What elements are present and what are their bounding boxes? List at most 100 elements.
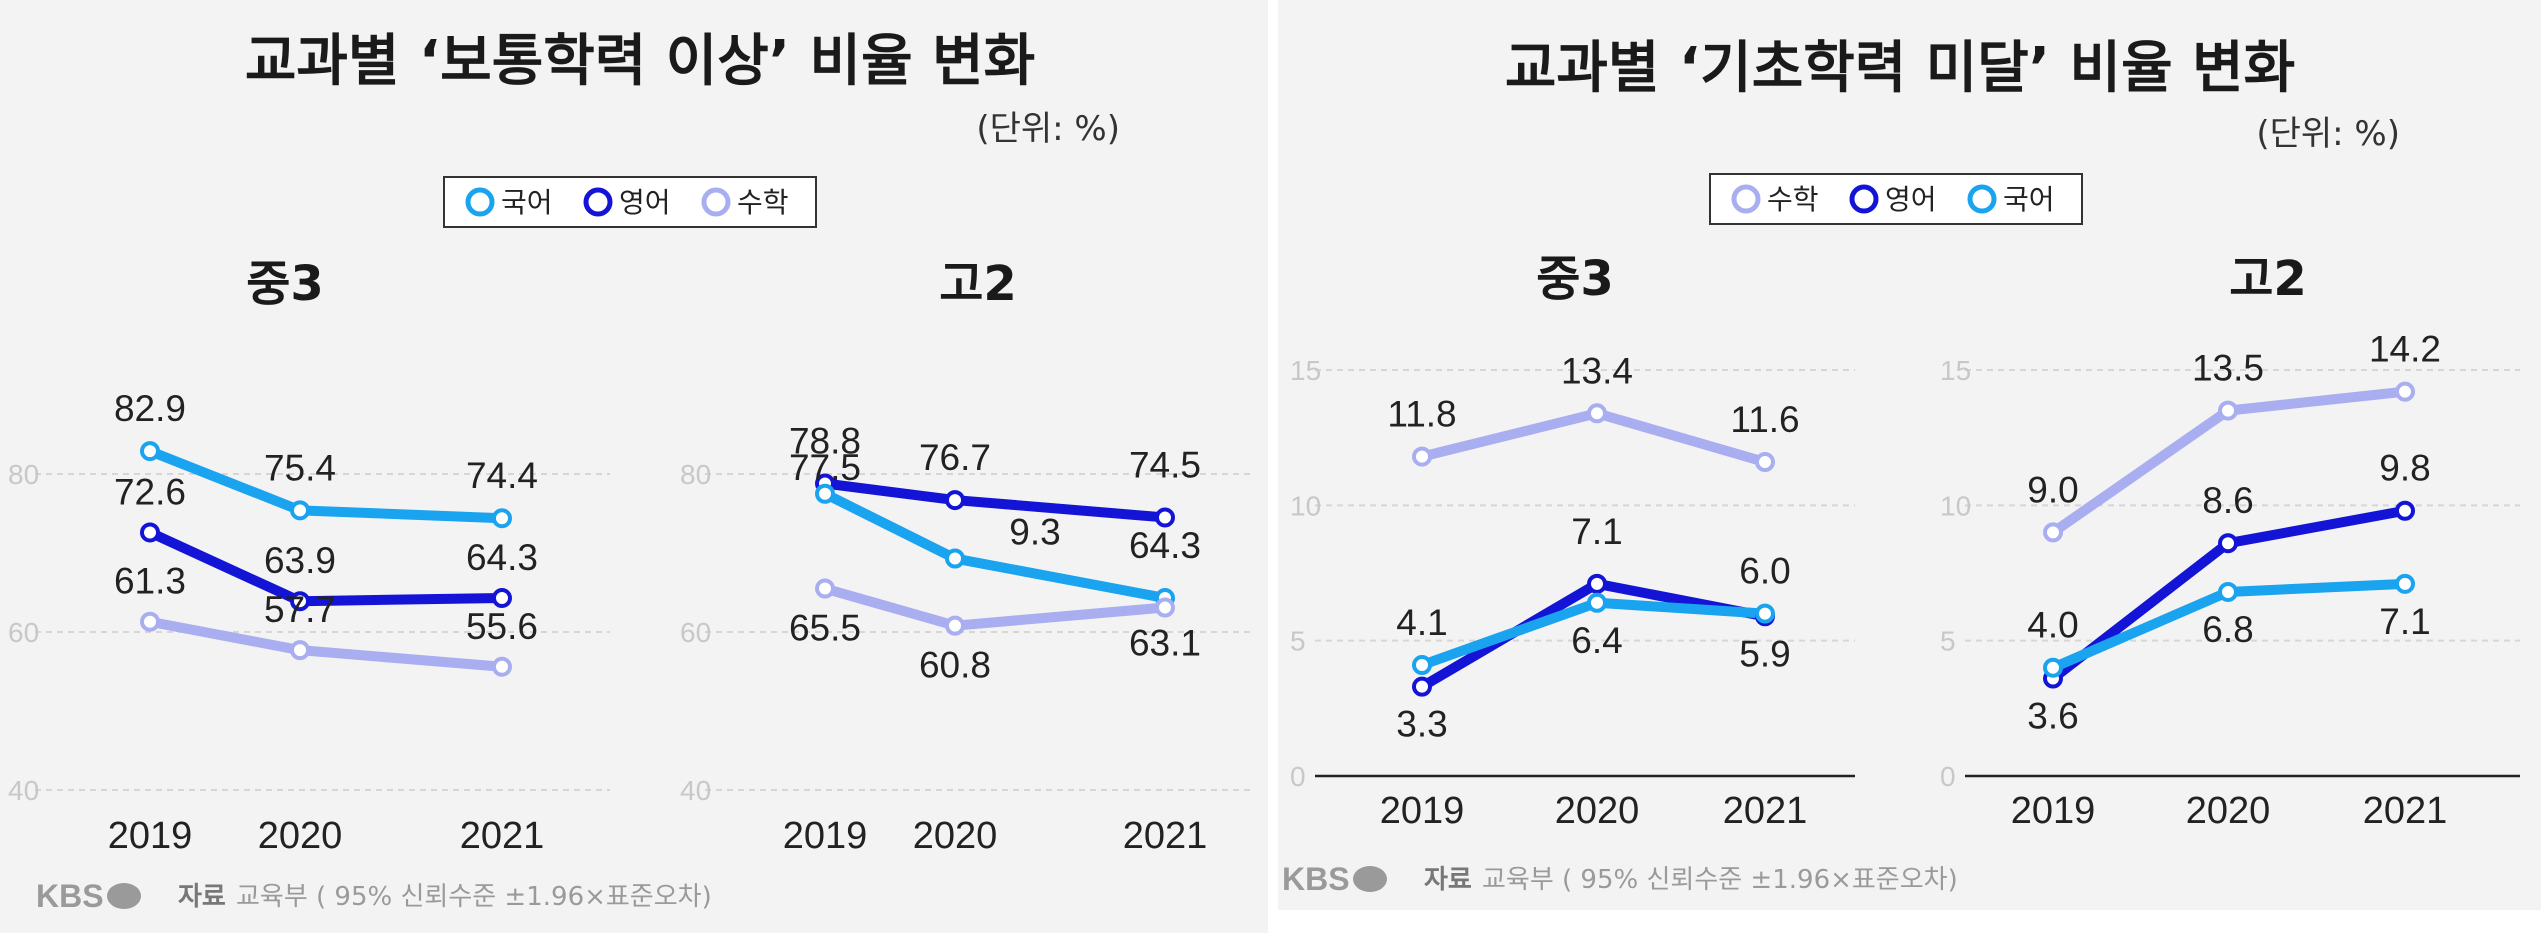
data-label-korean: 77.5 [789,447,861,488]
x-tick-label: 2019 [783,815,868,857]
right-panel-bottom-strip [1278,910,2541,933]
legend-marker-korean [1967,184,1997,214]
data-point-math [492,656,512,677]
chart-middle3-below-basic: 중3 0 5 10 15 2019 2020 2021 11.8 13.4 11.6 3.3 7.1 5.… [1290,251,1855,832]
left-panel-unit: (단위: %) [976,109,1120,149]
right-legend-box [1709,173,2083,225]
data-point-korean [2043,657,2063,678]
data-label-english: 8.6 [2202,480,2253,521]
data-point-math [290,640,310,661]
chart-high2-below-basic: 고2 0 5 10 15 2019 2020 2021 9.0 13.5 14.2 3.6 8.6 9.8… [1940,251,2520,832]
x-tick-label: 2021 [1123,815,1208,857]
data-point-korean [492,508,512,529]
data-point-math [1412,446,1432,467]
legend-marker-english [1849,184,1879,214]
data-label-english: 76.7 [919,437,991,478]
y-tick-label: 80 [8,459,39,490]
data-label-math: 57.7 [264,589,336,630]
data-point-math [1587,403,1607,424]
y-tick-label: 80 [680,459,711,490]
y-tick-label: 60 [8,617,39,648]
legend-label-korean: 국어 [501,186,553,219]
data-point-english [945,490,965,511]
data-label-math: 14.2 [2369,329,2441,370]
y-tick-label: 0 [1290,761,1306,792]
data-label-english: 78.8 [789,420,861,461]
y-tick-label: 0 [1940,761,1956,792]
data-point-math [2043,522,2063,543]
data-point-math [140,611,160,632]
data-point-korean [1587,592,1607,613]
chart-subtitle: 고2 [939,256,1017,312]
x-tick-label: 2021 [1723,790,1808,832]
legend-label-korean: 국어 [2003,183,2055,216]
data-label-korean: 4.1 [1396,602,1447,643]
y-tick-label: 40 [8,775,39,806]
data-point-english [1587,573,1607,594]
y-tick-label: 60 [680,617,711,648]
data-point-math [1755,452,1775,473]
legend-marker-english [583,187,613,217]
data-point-korean [2395,573,2415,594]
data-label-english: 64.3 [466,537,538,578]
legend-marker-math [1731,184,1761,214]
data-point-math [2218,400,2238,421]
panel-divider [1268,0,1278,933]
chart-subtitle: 중3 [246,256,324,312]
data-label-english: 3.6 [2027,696,2078,737]
data-point-korean [140,441,160,462]
data-label-math: 63.1 [1129,623,1201,664]
data-label-math: 60.8 [919,645,991,686]
x-tick-label: 2020 [2186,790,2271,832]
data-label-korean: 75.4 [264,447,336,488]
chart-subtitle: 중3 [1536,251,1614,307]
chart-subtitle: 고2 [2229,251,2307,307]
data-point-english [2218,533,2238,554]
data-label-english: 9.8 [2379,448,2430,489]
kbs-logo: KBS [1282,861,1350,897]
data-label-korean: 7.1 [2379,601,2430,642]
right-footer: KBS 자료 교육부 ( 95% 신뢰수준 ±1.96×표준오차) [1282,861,1958,897]
data-point-english [140,522,160,543]
data-label-english: 5.9 [1739,633,1790,674]
data-label-english: 74.5 [1129,444,1201,485]
data-point-math [945,615,965,636]
data-label-math: 65.5 [789,608,861,649]
data-point-korean [1412,655,1432,676]
x-tick-label: 2019 [108,815,193,857]
left-footer: KBS 자료 교육부 ( 95% 신뢰수준 ±1.96×표준오차) [36,878,712,914]
data-label-math: 11.6 [1730,399,1799,440]
right-panel-unit: (단위: %) [2256,114,2400,154]
data-point-english [1412,676,1432,697]
x-tick-label: 2020 [913,815,998,857]
y-tick-label: 10 [1290,490,1321,521]
data-point-english [1155,507,1175,528]
data-point-korean [290,500,310,521]
data-label-korean: 4.0 [2027,605,2078,646]
y-tick-label: 15 [1940,355,1971,386]
data-point-english [290,591,310,612]
left-legend: 국어 영어 수학 [443,176,817,228]
data-label-korean: 6.8 [2202,609,2253,650]
kbs-logo-icon [1353,866,1387,892]
data-point-korean [2218,581,2238,602]
source-label: 자료 [178,882,226,912]
data-point-math [815,578,835,599]
y-tick-label: 40 [680,775,711,806]
data-point-math [1155,597,1175,618]
data-label-korean: 6.4 [1571,620,1622,661]
data-label-korean: 82.9 [114,388,186,429]
legend-marker-korean [465,187,495,217]
data-point-korean [945,548,965,569]
left-panel-background [0,0,1268,933]
right-legend: 수학 영어 국어 [1709,173,2083,225]
data-label-math: 13.5 [2192,348,2264,389]
source-text: 교육부 ( 95% 신뢰수준 ±1.96×표준오차) [236,882,712,912]
data-point-korean [815,483,835,504]
source-label: 자료 [1424,865,1472,895]
data-label-english: 63.9 [264,540,336,581]
x-tick-label: 2019 [1380,790,1465,832]
x-tick-label: 2021 [460,815,545,857]
x-tick-label: 2020 [1555,790,1640,832]
